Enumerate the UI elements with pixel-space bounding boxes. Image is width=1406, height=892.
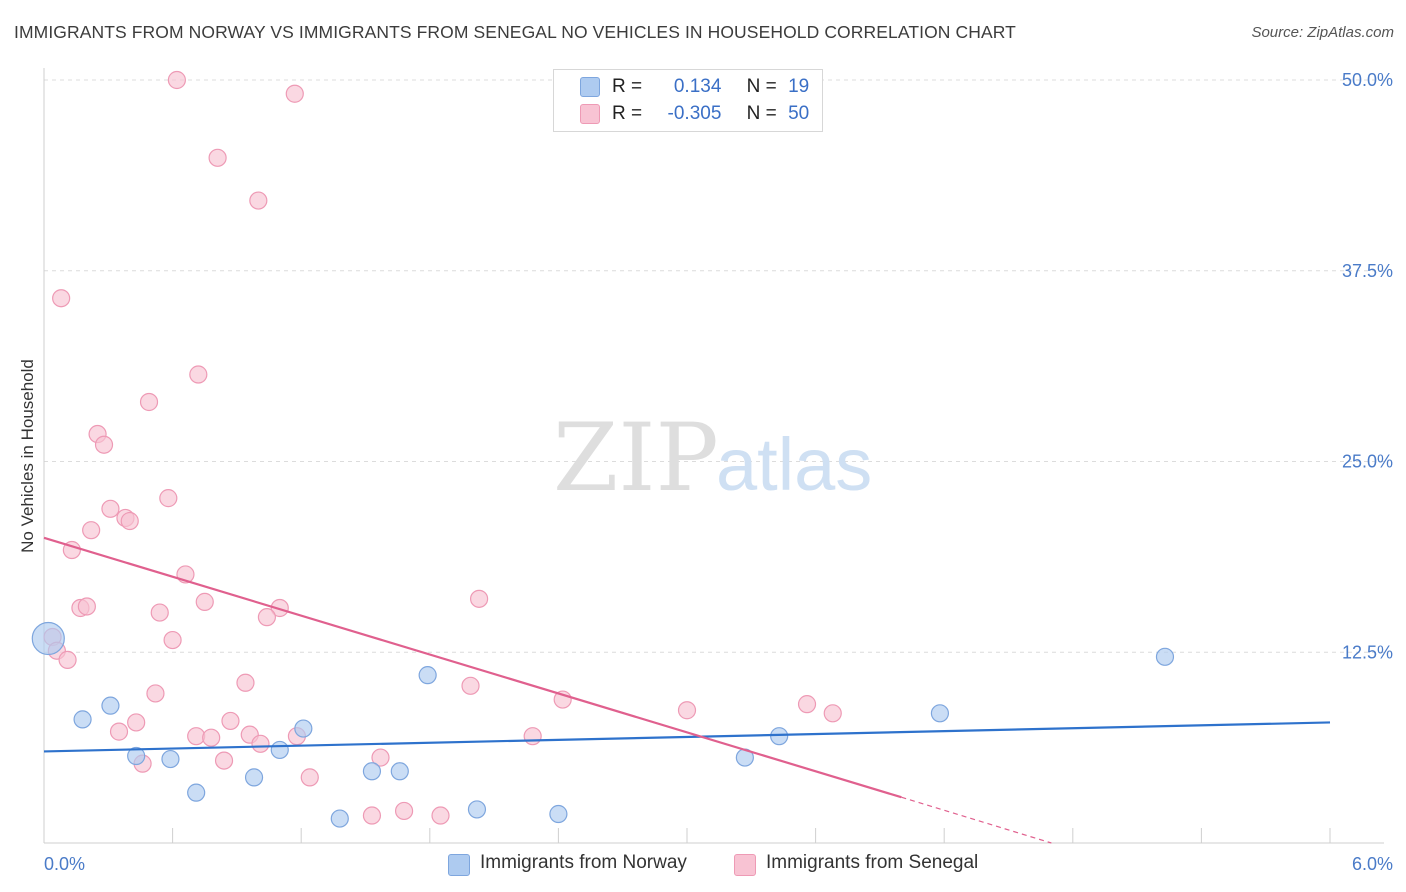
correlation-legend: R = 0.134 N = 19 R = -0.305 N = 50	[553, 69, 823, 132]
y-tick-labels: 12.5% 25.0% 37.5% 50.0%	[1342, 70, 1393, 662]
senegal-point	[139, 392, 159, 412]
senegal-point	[120, 511, 139, 531]
legend-r-label: R =	[612, 103, 643, 124]
senegal-trend-extension	[901, 796, 1052, 844]
senegal-point	[52, 289, 71, 308]
series-senegal	[43, 70, 842, 825]
senegal-point	[94, 435, 114, 454]
source-credit: Source: ZipAtlas.com	[1251, 24, 1394, 41]
senegal-point	[469, 589, 489, 608]
norway-point	[418, 666, 437, 685]
x-ticks	[172, 828, 1331, 843]
senegal-point	[251, 734, 270, 753]
norway-point	[127, 746, 146, 766]
series-norway	[31, 621, 1175, 828]
legend-swatch-norway	[448, 854, 470, 876]
senegal-point	[797, 695, 817, 714]
axes	[43, 68, 1384, 844]
norway-point	[549, 804, 568, 824]
legend-n-label: N =	[746, 103, 777, 124]
norway-point	[390, 762, 409, 781]
senegal-point	[159, 489, 178, 508]
senegal-point	[431, 806, 450, 825]
senegal-point	[150, 603, 169, 622]
series-legend: Immigrants from Norway Immigrants from S…	[0, 852, 1406, 878]
norway-point	[73, 710, 92, 729]
senegal-point	[300, 768, 319, 787]
legend-label-senegal: Immigrants from Senegal	[766, 852, 979, 873]
senegal-point	[221, 711, 240, 731]
chart-title: IMMIGRANTS FROM NORWAY VS IMMIGRANTS FRO…	[14, 22, 1016, 42]
senegal-point	[82, 521, 101, 540]
senegal-point	[163, 630, 182, 650]
senegal-point	[195, 592, 214, 611]
senegal-point	[236, 673, 255, 692]
senegal-point	[146, 684, 165, 703]
senegal-point	[823, 704, 842, 723]
senegal-point	[257, 608, 277, 627]
senegal-point	[677, 701, 697, 720]
norway-point	[930, 704, 950, 723]
senegal-point	[101, 499, 120, 518]
senegal-point	[371, 748, 390, 767]
norway-point	[770, 727, 789, 746]
senegal-point	[127, 713, 146, 732]
legend-r-value: 0.134	[673, 76, 722, 97]
senegal-point	[362, 806, 382, 825]
y-tick-label: 50.0%	[1342, 70, 1393, 90]
senegal-point	[189, 365, 208, 384]
y-tick-label: 25.0%	[1342, 452, 1393, 472]
norway-point	[161, 749, 180, 769]
legend-row-norway: R = 0.134 N = 19	[612, 76, 809, 98]
norway-point	[294, 719, 313, 738]
legend-n-label: N =	[746, 76, 777, 97]
legend-r-label: R =	[612, 76, 643, 97]
legend-label-norway: Immigrants from Norway	[480, 852, 687, 873]
norway-trend-line	[43, 721, 1331, 753]
x-tick-label: 6.0%	[1352, 854, 1393, 874]
y-axis-title: No Vehicles in Household	[18, 359, 37, 553]
senegal-point	[202, 728, 221, 747]
senegal-point	[167, 70, 186, 90]
legend-swatch-norway	[580, 77, 600, 97]
watermark-zip: ZIP	[553, 404, 719, 513]
senegal-point	[77, 597, 96, 616]
senegal-point	[249, 191, 268, 210]
senegal-point	[285, 84, 304, 103]
norway-point	[101, 696, 120, 715]
legend-row-senegal: R = -0.305 N = 50	[612, 103, 809, 125]
norway-point	[330, 809, 349, 828]
norway-point	[1155, 647, 1175, 666]
norway-point	[244, 768, 264, 787]
legend-swatch-senegal	[580, 104, 600, 124]
senegal-point	[461, 676, 480, 695]
legend-r-value: -0.305	[667, 103, 722, 124]
norway-point	[187, 783, 206, 802]
x-tick-label: 0.0%	[44, 854, 85, 874]
norway-point	[270, 740, 289, 760]
legend-n-value: 50	[788, 103, 810, 124]
y-tick-label: 37.5%	[1342, 261, 1393, 281]
senegal-point	[214, 751, 234, 770]
senegal-point	[208, 148, 227, 167]
trend-lines	[43, 536, 1331, 844]
x-tick-labels: 0.0% 6.0%	[44, 854, 1393, 874]
senegal-point	[523, 727, 542, 746]
watermark-atlas: atlas	[716, 423, 872, 506]
norway-point	[31, 621, 65, 656]
senegal-trend-line	[43, 536, 902, 799]
senegal-point	[394, 801, 414, 821]
senegal-point	[58, 650, 77, 669]
y-tick-label: 12.5%	[1342, 642, 1393, 662]
senegal-point	[187, 727, 206, 746]
senegal-point	[109, 722, 129, 741]
norway-point	[467, 800, 487, 819]
legend-swatch-senegal	[734, 854, 756, 876]
norway-point	[362, 762, 382, 781]
gridlines	[44, 79, 1384, 653]
watermark: ZIP atlas	[553, 404, 872, 513]
legend-n-value: 19	[788, 76, 810, 97]
